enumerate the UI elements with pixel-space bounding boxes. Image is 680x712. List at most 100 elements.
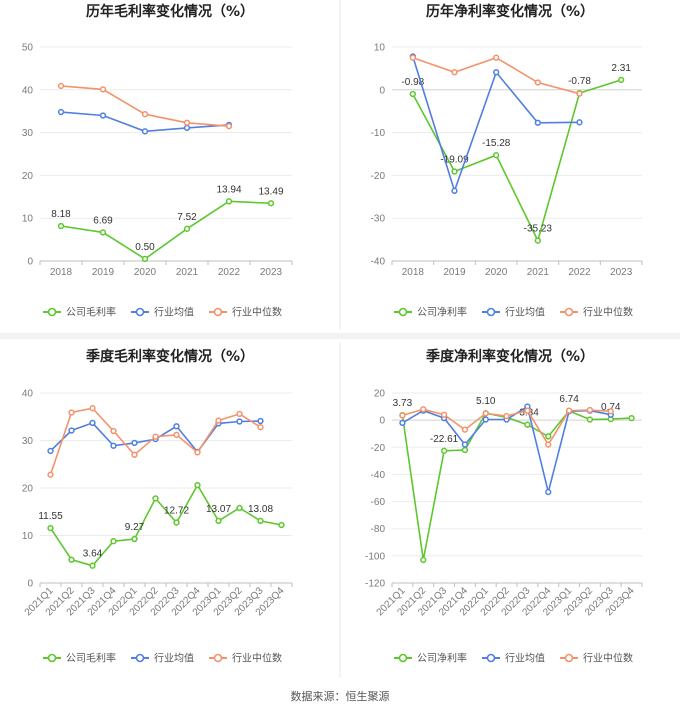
data-point <box>399 419 406 427</box>
data-point <box>420 556 427 564</box>
data-point <box>110 442 117 449</box>
data-point <box>607 408 614 415</box>
data-point <box>99 112 107 119</box>
data-label: -19.09 <box>440 155 469 166</box>
legend-marker <box>135 653 145 663</box>
legend-item-3: 行业中位数 <box>560 306 633 319</box>
data-point <box>257 417 264 425</box>
legend-marker <box>564 653 574 663</box>
series-line-1 <box>401 410 632 561</box>
data-point <box>152 433 159 440</box>
data-label: 3.64 <box>83 549 103 560</box>
data-point <box>524 421 531 428</box>
data-point <box>628 414 635 422</box>
legend-label: 行业均值 <box>154 306 194 319</box>
legend-item-2: 行业均值 <box>482 306 545 319</box>
y-tick-label: -40 <box>371 257 386 268</box>
chart-title: 季度净利率变化情况（%） <box>425 348 594 365</box>
legend-label: 行业中位数 <box>232 652 282 665</box>
y-tick-label: 10 <box>22 214 34 225</box>
data-label: 6.74 <box>559 394 579 405</box>
chart-panel-1: 历年毛利率变化情况（%） 0 10 20 30 40 50 2018 2019 2020 2021 2… <box>22 3 293 319</box>
data-point <box>493 69 500 76</box>
data-label: 13.49 <box>258 186 283 197</box>
data-point <box>534 237 541 244</box>
data-point <box>545 433 552 440</box>
data-point <box>534 79 541 86</box>
y-tick-label: 10 <box>374 43 386 54</box>
legend-marker <box>564 307 574 317</box>
y-tick-label: 40 <box>22 389 34 400</box>
y-tick-label: 50 <box>22 43 34 54</box>
y-tick-label: -30 <box>371 214 386 225</box>
data-label: 6.69 <box>93 215 113 226</box>
data-label: -15.28 <box>482 138 511 149</box>
y-tick-label: -100 <box>365 551 385 562</box>
data-point <box>47 524 54 532</box>
data-label: 11.55 <box>38 511 63 522</box>
chart-title: 历年毛利率变化情况（%） <box>86 3 254 20</box>
data-point <box>278 521 285 529</box>
data-point <box>565 407 573 414</box>
legend-label: 行业中位数 <box>583 652 633 665</box>
legend-item-1: 公司毛利率 <box>43 652 116 665</box>
legend-marker <box>486 653 496 663</box>
y-tick-label: 30 <box>22 436 34 447</box>
source-note: 数据来源：恒生聚源 <box>291 689 390 703</box>
data-point <box>89 419 96 427</box>
data-point <box>461 446 469 454</box>
legend-item-2: 行业均值 <box>482 652 545 665</box>
data-label: -22.61 <box>430 434 459 445</box>
series-line-1 <box>412 79 622 243</box>
data-point <box>173 423 180 430</box>
data-point <box>618 76 625 84</box>
legend-marker <box>47 307 57 317</box>
y-tick-label: 0 <box>27 579 33 590</box>
y-tick-label: 20 <box>22 484 34 495</box>
data-point <box>586 416 594 423</box>
series-line-2 <box>412 56 580 194</box>
data-point <box>99 86 107 93</box>
legend-marker <box>213 653 223 663</box>
legend-marker <box>398 307 408 317</box>
legend-label: 行业均值 <box>505 306 545 319</box>
legend-item-2: 行业均值 <box>131 306 194 319</box>
series-line-1 <box>60 200 272 260</box>
data-point <box>110 427 117 435</box>
data-point <box>545 488 552 496</box>
legend-marker <box>213 307 223 317</box>
legend-item-1: 公司净利率 <box>394 306 467 319</box>
legend-item-3: 行业中位数 <box>560 652 633 665</box>
legend-item-2: 行业均值 <box>131 652 194 665</box>
legend-item-1: 公司净利率 <box>394 652 467 665</box>
data-label: -0.78 <box>568 76 591 87</box>
data-point <box>440 447 448 454</box>
legend-item-3: 行业中位数 <box>209 652 282 665</box>
data-point <box>225 123 233 130</box>
data-point <box>461 441 469 448</box>
x-tick-label: 2021 <box>176 267 199 278</box>
x-tick-label: 2020 <box>485 267 508 278</box>
data-point <box>68 427 75 434</box>
data-point <box>534 119 541 126</box>
data-point <box>225 198 233 205</box>
data-point <box>68 556 75 563</box>
data-point <box>493 152 500 159</box>
legend-label: 行业中位数 <box>232 306 282 319</box>
data-point <box>57 222 65 230</box>
data-point <box>586 406 594 414</box>
series-line-3 <box>60 85 230 127</box>
data-point <box>503 412 510 420</box>
y-tick-label: 30 <box>22 128 34 139</box>
data-point <box>409 90 416 98</box>
data-label: 0.50 <box>135 242 155 253</box>
y-tick-label: 40 <box>22 85 34 96</box>
data-point <box>461 426 469 433</box>
legend-item-3: 行业中位数 <box>209 306 282 319</box>
data-point <box>141 128 149 135</box>
data-point <box>576 119 583 126</box>
legend-label: 公司毛利率 <box>66 652 116 665</box>
data-label: 5.10 <box>476 396 496 407</box>
data-label: 13.94 <box>216 184 241 195</box>
y-tick-label: -40 <box>371 470 386 481</box>
